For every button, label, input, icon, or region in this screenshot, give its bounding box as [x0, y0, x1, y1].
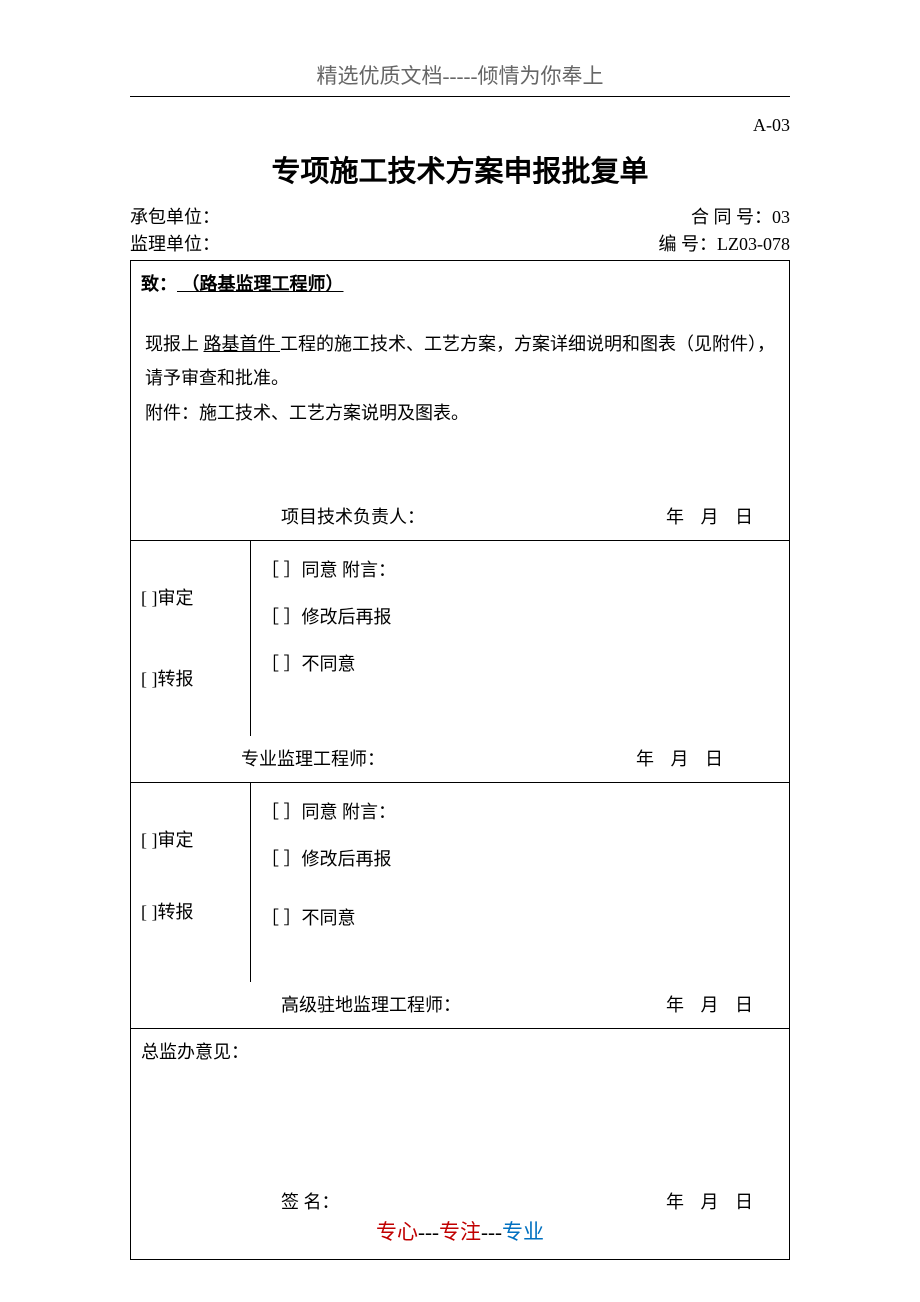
approval-form-table: 致： （路基监理工程师） 现报上 路基首件 工程的施工技术、工艺方案，方案详细说…: [130, 260, 790, 1260]
contract-no-label: 合 同 号：: [691, 207, 772, 227]
serial-number: 编 号：LZ03-078: [659, 231, 790, 258]
review1-action-approve[interactable]: [ ]审定: [131, 541, 251, 622]
doc-code: A-03: [130, 115, 790, 136]
attachment-label: 附件：施工技术、工艺方案说明及图表。: [145, 403, 469, 423]
intro-cell: 现报上 路基首件 工程的施工技术、工艺方案，方案详细说明和图表（见附件），请予审…: [131, 307, 790, 494]
review2-reject[interactable]: ［ ］不同意: [261, 895, 779, 942]
supervisor-label: 监理单位：: [130, 231, 220, 258]
chief-opinion-cell: 总监办意见：: [131, 1029, 790, 1179]
review1-action-forward[interactable]: [ ]转报: [131, 622, 251, 737]
review1-options: ［ ］同意 附言： ［ ］修改后再报 ［ ］不同意: [251, 541, 790, 736]
recipient-cell: 致： （路基监理工程师）: [131, 261, 790, 308]
senior-engineer-label: 高级驻地监理工程师：: [281, 995, 461, 1015]
prof-engineer-sign-row: 专业监理工程师： 年 月 日: [131, 736, 790, 783]
header-rule: [130, 96, 790, 97]
to-recipient: （路基监理工程师）: [177, 274, 344, 294]
review2-approve-checkbox: [ ]审定: [141, 830, 194, 850]
chief-sign-label: 签 名：: [281, 1192, 340, 1212]
prof-engineer-label: 专业监理工程师：: [241, 749, 385, 769]
review2-opt1-cell: ［ ］同意 附言： ［ ］修改后再报: [251, 783, 790, 889]
senior-engineer-date: 年 月 日: [666, 988, 759, 1022]
footer-sep1: ---: [418, 1220, 439, 1244]
review1-reject[interactable]: ［ ］不同意: [261, 641, 779, 688]
review2-forward-checkbox: [ ]转报: [141, 902, 194, 922]
tech-lead-date: 年 月 日: [666, 500, 759, 534]
chief-opinion-label: 总监办意见：: [141, 1042, 249, 1062]
tech-lead-label: 项目技术负责人：: [281, 507, 425, 527]
review2-revise[interactable]: ［ ］修改后再报: [261, 836, 779, 883]
contract-number: 合 同 号：03: [691, 204, 790, 231]
contractor-label: 承包单位：: [130, 204, 220, 231]
intro-project-name: 路基首件: [204, 334, 281, 354]
senior-engineer-sign-row: 高级驻地监理工程师： 年 月 日: [131, 982, 790, 1029]
document-title: 专项施工技术方案申报批复单: [130, 148, 790, 190]
review2-opt3-cell: ［ ］不同意: [251, 889, 790, 982]
review1-approve-checkbox: [ ]审定: [141, 588, 194, 608]
serial-label: 编 号：: [659, 234, 718, 254]
to-label: 致：: [141, 274, 177, 294]
chief-sign-date: 年 月 日: [666, 1185, 759, 1219]
review2-action-approve[interactable]: [ ]审定: [131, 783, 251, 889]
tech-lead-sign-row: 项目技术负责人： 年 月 日: [131, 494, 790, 541]
page-footer: 专心---专注---专业: [0, 1216, 920, 1246]
review1-agree[interactable]: ［ ］同意 附言：: [261, 547, 779, 594]
review1-forward-checkbox: [ ]转报: [141, 669, 194, 689]
page-header: 精选优质文档-----倾情为你奉上: [130, 60, 790, 90]
review1-revise[interactable]: ［ ］修改后再报: [261, 594, 779, 641]
footer-c: 专业: [502, 1220, 544, 1244]
serial-value: LZ03-078: [717, 234, 790, 254]
footer-a: 专心: [376, 1220, 418, 1244]
footer-b: 专注: [439, 1220, 481, 1244]
review2-agree[interactable]: ［ ］同意 附言：: [261, 789, 779, 836]
review2-action-forward[interactable]: [ ]转报: [131, 889, 251, 982]
prof-engineer-date: 年 月 日: [636, 742, 729, 776]
footer-sep2: ---: [481, 1220, 502, 1244]
intro-part-a: 现报上: [145, 334, 204, 354]
contract-no-value: 03: [772, 207, 790, 227]
